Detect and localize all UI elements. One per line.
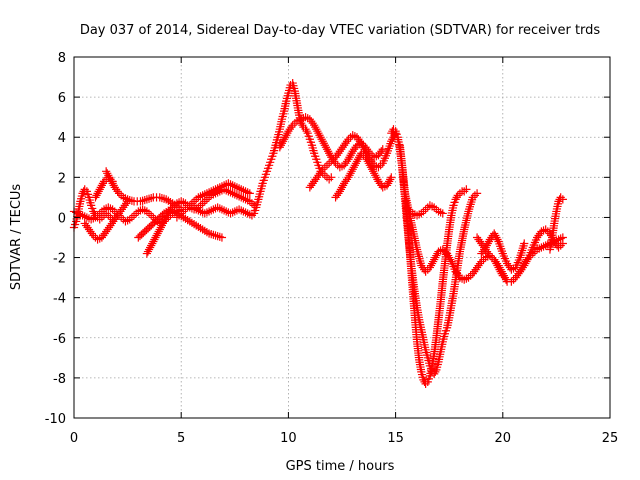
data-point <box>259 176 268 185</box>
data-point <box>424 374 433 383</box>
x-tick-label: 10 <box>280 431 297 446</box>
data-point <box>151 216 161 226</box>
data-point <box>313 158 322 167</box>
data-point <box>311 152 320 161</box>
data-point <box>249 209 259 218</box>
x-tick-label: 0 <box>70 431 78 446</box>
x-tick-label: 20 <box>495 431 512 446</box>
x-tick-label: 25 <box>602 431 619 446</box>
y-tick-label: -6 <box>53 332 66 347</box>
data-point <box>266 158 275 167</box>
x-tick-label: 5 <box>177 431 185 446</box>
data-point <box>87 201 96 210</box>
data-point <box>156 212 165 221</box>
x-axis-label: GPS time / hours <box>286 459 395 474</box>
data-point <box>558 239 567 248</box>
y-tick-label: 4 <box>58 131 66 146</box>
y-tick-label: -2 <box>53 252 66 267</box>
y-tick-label: 8 <box>58 51 66 66</box>
data-point <box>262 167 272 176</box>
data-point <box>378 145 387 154</box>
data-point <box>140 227 149 236</box>
data-point <box>137 230 146 239</box>
data-point <box>268 152 277 161</box>
y-axis-label: SDTVAR / TECUs <box>9 184 24 291</box>
data-point <box>251 206 260 215</box>
data-point <box>217 233 227 242</box>
data-point <box>155 213 164 223</box>
data-point <box>462 185 471 194</box>
data-point <box>472 189 482 198</box>
data-point <box>392 130 401 139</box>
data-points <box>69 78 567 389</box>
data-point <box>305 135 314 144</box>
data-point <box>310 149 319 158</box>
chart-title: Day 037 of 2014, Sidereal Day-to-day VTE… <box>80 23 601 38</box>
data-point <box>440 329 450 338</box>
data-point <box>88 204 97 213</box>
data-point <box>438 209 447 218</box>
data-point <box>83 190 93 199</box>
y-tick-label: -4 <box>53 292 66 307</box>
data-point <box>425 361 435 370</box>
data-point <box>147 221 156 230</box>
data-point <box>245 189 254 198</box>
data-point <box>426 364 436 373</box>
data-point <box>143 224 153 233</box>
axis-ticks: 0 5 10 15 20 25 -10 -8 -6 -4 -2 0 2 4 6 8 <box>45 51 619 446</box>
data-point <box>265 161 274 170</box>
data-point <box>520 239 529 248</box>
data-point <box>303 129 312 138</box>
data-point <box>145 222 154 232</box>
data-point <box>558 195 567 204</box>
data-point <box>261 170 270 179</box>
data-point <box>134 233 143 242</box>
y-tick-label: 0 <box>58 211 66 226</box>
x-tick-label: 15 <box>387 431 404 446</box>
y-tick-label: 2 <box>58 171 66 186</box>
data-point <box>304 132 313 141</box>
data-point <box>150 218 159 227</box>
data-point <box>441 326 451 335</box>
data-point <box>82 187 91 196</box>
data-point <box>387 173 396 182</box>
data-point <box>70 220 80 229</box>
data-point <box>312 155 321 164</box>
data-point <box>142 225 151 235</box>
data-point <box>423 377 432 386</box>
data-point <box>450 198 459 207</box>
data-point <box>135 231 145 241</box>
data-point <box>306 138 316 147</box>
data-point <box>267 155 276 164</box>
data-point <box>314 161 323 170</box>
data-point <box>449 201 458 210</box>
y-tick-label: -10 <box>45 412 66 427</box>
data-point <box>263 164 273 173</box>
data-point <box>139 228 148 238</box>
data-point <box>148 219 157 229</box>
data-point <box>153 215 162 224</box>
y-tick-label: -8 <box>53 372 66 387</box>
y-tick-label: 6 <box>58 91 66 106</box>
plot-frame <box>73 56 611 419</box>
data-point <box>327 173 336 182</box>
data-point <box>391 127 400 136</box>
data-point <box>108 177 117 186</box>
data-point <box>260 173 269 182</box>
data-point <box>258 179 267 188</box>
